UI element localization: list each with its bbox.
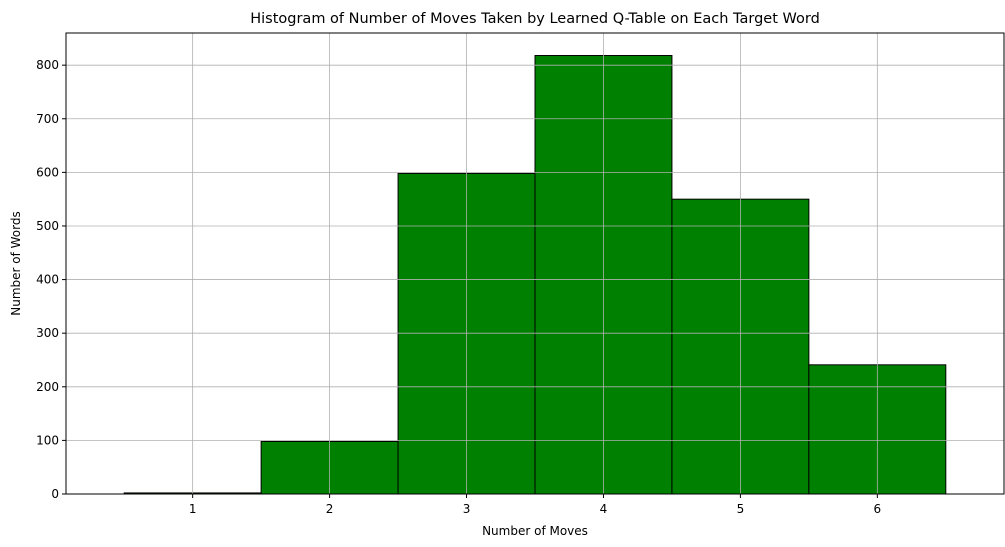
grid-overlay <box>66 33 1004 495</box>
y-tick-label: 600 <box>36 165 59 179</box>
plot-frame <box>65 32 1005 495</box>
y-tick-label: 0 <box>51 487 59 501</box>
x-tick-label: 1 <box>189 502 197 516</box>
y-tick-label: 100 <box>36 433 59 447</box>
y-tick-label: 400 <box>36 273 59 287</box>
chart-title: Histogram of Number of Moves Taken by Le… <box>250 11 820 27</box>
bars <box>123 55 947 495</box>
y-tick-label: 700 <box>36 112 59 126</box>
y-tick-label: 800 <box>36 58 59 72</box>
x-tick-label: 6 <box>874 502 882 516</box>
x-tick-label: 5 <box>737 502 745 516</box>
y-tick-label: 200 <box>36 380 59 394</box>
y-tick-label: 500 <box>36 219 59 233</box>
y-axis-label: Number of Words <box>9 211 23 316</box>
x-tick-label: 2 <box>326 502 334 516</box>
y-axis-ticks: 0 100 200 300 400 500 600 700 800 <box>36 58 66 501</box>
x-tick-label: 4 <box>600 502 608 516</box>
x-axis-label: Number of Moves <box>482 524 588 538</box>
y-tick-label: 300 <box>36 326 59 340</box>
x-axis-ticks: 1 2 3 4 5 6 <box>189 494 881 516</box>
x-tick-label: 3 <box>463 502 471 516</box>
